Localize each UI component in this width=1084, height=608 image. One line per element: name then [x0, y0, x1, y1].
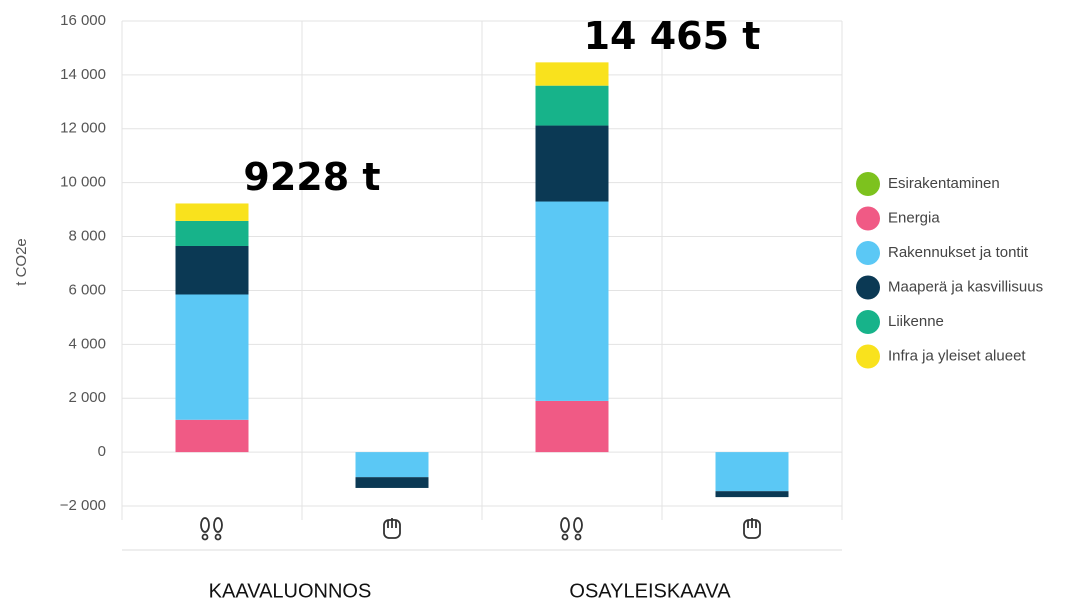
bar-segment — [535, 85, 609, 126]
y-tick-label: 12 000 — [60, 120, 106, 137]
group-label: KAAVALUONNOS — [209, 580, 372, 602]
group-label: OSAYLEISKAAVA — [569, 580, 731, 602]
bar-segment — [355, 452, 429, 478]
bar-segment — [175, 220, 249, 246]
legend-marker — [856, 344, 880, 369]
bar-segment — [715, 452, 789, 492]
legend-marker — [856, 310, 880, 334]
icons — [200, 517, 761, 541]
bar-segment — [175, 203, 249, 221]
y-tick-label: 2 000 — [68, 389, 106, 406]
legend-label: Energia — [888, 209, 940, 226]
bar-segment — [715, 491, 789, 498]
y-tick-label: 10 000 — [60, 174, 106, 191]
legend-label: Infra ja yleiset alueet — [888, 347, 1026, 364]
bar-segment — [535, 125, 609, 202]
y-tick-label: 0 — [98, 443, 106, 460]
legend-label: Esirakentaminen — [888, 175, 1000, 192]
bar-segment — [535, 400, 609, 453]
bar-segment — [175, 419, 249, 453]
bar-segment — [175, 245, 249, 295]
bar-segment — [535, 201, 609, 401]
legend-marker — [856, 275, 880, 300]
legend-label: Maaperä ja kasvillisuus — [888, 278, 1043, 295]
y-tick-label: 14 000 — [60, 66, 106, 83]
y-tick-label: 16 000 — [60, 12, 106, 29]
bar-segment — [175, 294, 249, 420]
legend-marker — [856, 241, 880, 265]
legend-label: Liikenne — [888, 313, 944, 330]
legend-marker — [856, 172, 880, 196]
annotation: 9228 t — [243, 155, 380, 199]
y-tick-label: 8 000 — [68, 228, 106, 245]
y-tick-label: 6 000 — [68, 281, 106, 298]
y-axis-label: t CO2e — [13, 238, 30, 286]
annotation: 14 465 t — [584, 14, 761, 58]
legend-marker — [856, 206, 880, 231]
y-tick-label: −2 000 — [60, 497, 106, 514]
y-tick-label: 4 000 — [68, 335, 106, 352]
bar-segment — [355, 477, 429, 488]
bar-segment — [535, 62, 609, 86]
legend-label: Rakennukset ja tontit — [888, 244, 1029, 261]
